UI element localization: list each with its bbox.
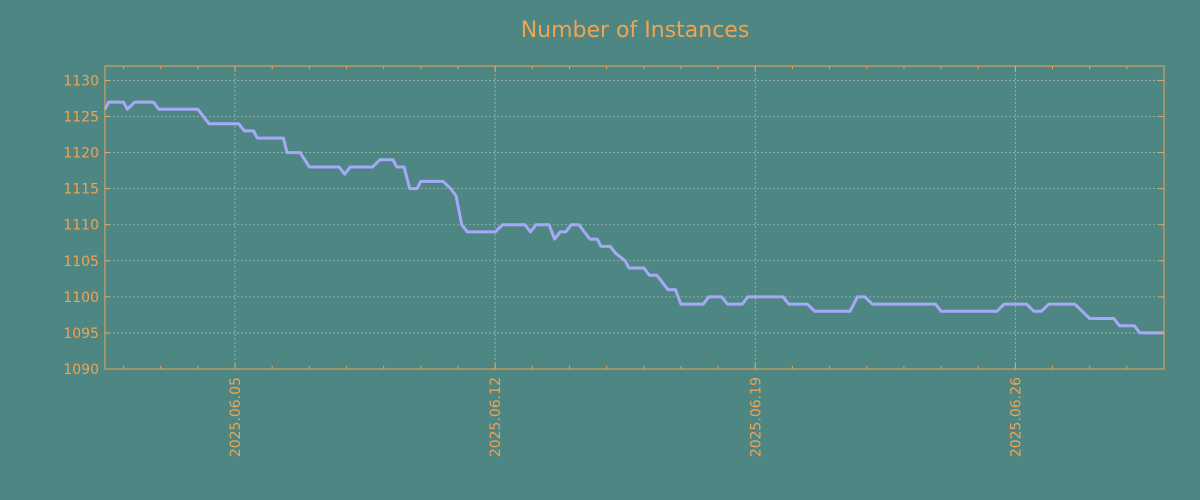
y-tick-label: 1115 xyxy=(63,182,99,198)
plot-frame xyxy=(104,65,1165,370)
x-tick-label: 2025.06.19 xyxy=(748,377,764,457)
y-tick-label: 1095 xyxy=(63,326,99,342)
series-line xyxy=(103,100,1164,335)
axes: 1090 1095 1100 1105 1110 1115 1120 1125 1130 2025… xyxy=(63,65,1165,457)
y-tick-label: 1120 xyxy=(63,146,99,162)
x-tick-label: 2025.06.12 xyxy=(488,377,504,457)
y-tick-label: 1110 xyxy=(63,218,99,234)
y-tick-label: 1105 xyxy=(63,254,99,270)
x-tick-label: 2025.06.05 xyxy=(228,377,244,457)
x-tick-label: 2025.06.26 xyxy=(1008,377,1024,457)
y-tick-label: 1130 xyxy=(63,73,99,89)
grid-lines xyxy=(105,66,1164,370)
y-tick-label: 1090 xyxy=(63,362,99,378)
series-layer xyxy=(103,100,1164,335)
y-tick-label: 1100 xyxy=(63,290,99,306)
chart-title: Number of Instances xyxy=(521,18,750,43)
y-tick-label: 1125 xyxy=(63,110,99,126)
